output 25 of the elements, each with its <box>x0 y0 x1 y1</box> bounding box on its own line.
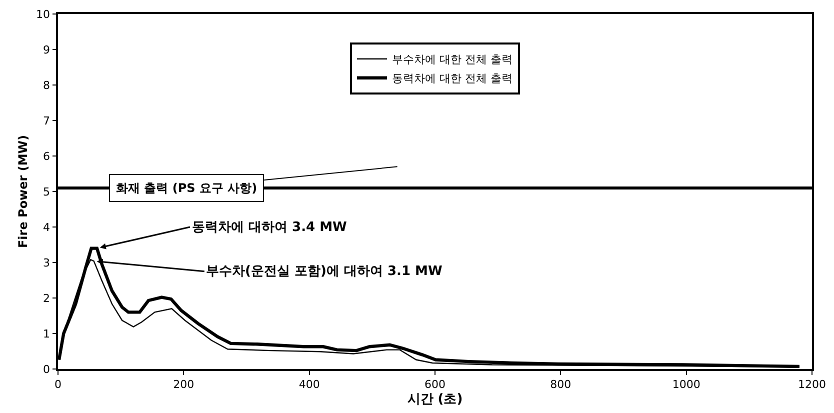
legend-label: 동력차에 대한 전체 출력 <box>392 72 512 86</box>
annotation: 동력차에 대하여 3.4 MW <box>192 220 347 235</box>
y-tick-label: 9 <box>43 43 50 56</box>
annotation: 부수차(운전실 포함)에 대하여 3.1 MW <box>206 264 442 279</box>
y-tick-label: 6 <box>43 150 50 163</box>
x-tick-label: 1200 <box>798 378 826 391</box>
x-tick-label: 0 <box>54 378 62 391</box>
y-tick-label: 2 <box>43 292 50 305</box>
x-tick-label: 200 <box>173 378 194 391</box>
x-tick-label: 600 <box>424 378 446 391</box>
ref-line-label: 화재 출력 (PS 요구 사항) <box>116 181 258 195</box>
x-axis-title: 시간 (초) <box>407 392 463 408</box>
x-tick-label: 400 <box>298 378 320 391</box>
y-tick-label: 4 <box>43 220 50 234</box>
x-tick-label: 1000 <box>672 378 700 391</box>
y-tick-label: 10 <box>36 8 50 21</box>
y-tick-label: 0 <box>43 362 50 376</box>
y-tick-label: 7 <box>43 114 50 128</box>
y-tick-label: 1 <box>43 327 50 340</box>
x-tick-label: 800 <box>550 378 572 391</box>
y-tick-label: 5 <box>43 185 50 198</box>
legend-label: 부수차에 대한 전체 출력 <box>392 53 512 66</box>
y-axis-title: Fire Power (MW) <box>16 134 30 248</box>
y-tick-label: 3 <box>43 256 50 270</box>
y-tick-label: 8 <box>43 78 50 92</box>
